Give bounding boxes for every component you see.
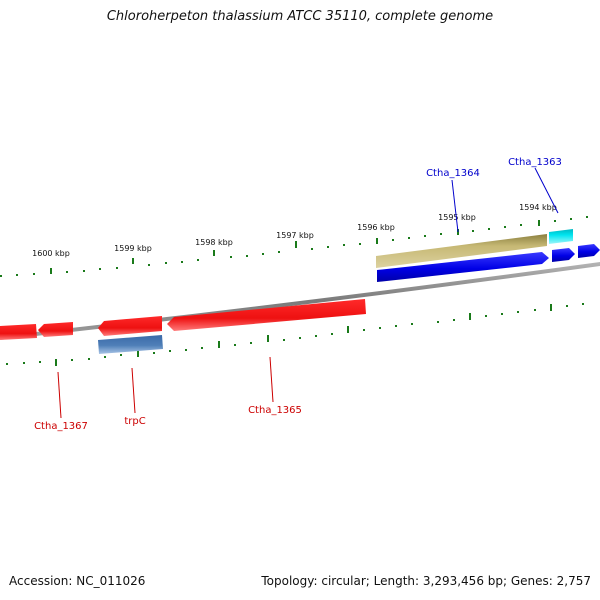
scale-label-1596: 1596 kbp: [357, 223, 395, 232]
scale-label-1595: 1595 kbp: [438, 213, 476, 222]
forward-strand-genes: [376, 229, 600, 282]
label-ctha-1367[interactable]: Ctha_1367: [34, 421, 88, 432]
inner-major-ticks: [55, 304, 552, 366]
gene-forward-blue-2[interactable]: [552, 248, 575, 262]
scale-label-1597: 1597 kbp: [276, 231, 314, 240]
inner-tick-row: [6, 303, 584, 365]
scale-label-1594: 1594 kbp: [519, 203, 557, 212]
label-leaders: [57, 167, 559, 419]
gene-ctha-1367[interactable]: [38, 322, 73, 337]
scale-label-1598: 1598 kbp: [195, 238, 233, 247]
leader-ctha-1364: [451, 179, 459, 233]
outer-tick-ruler: [0, 216, 588, 277]
accession-text: Accession: NC_011026: [9, 574, 146, 588]
leader-ctha-1363: [534, 167, 559, 214]
label-trpc[interactable]: trpC: [124, 416, 145, 427]
genome-backbone: [0, 262, 600, 340]
gene-trpc-steelblue[interactable]: [98, 335, 163, 354]
leader-ctha-1365: [269, 356, 274, 403]
gene-ctha-1364-olive[interactable]: [376, 234, 547, 268]
label-ctha-1363[interactable]: Ctha_1363: [508, 157, 562, 168]
leader-trpc: [131, 367, 136, 414]
gene-forward-blue-3[interactable]: [578, 244, 600, 258]
outer-major-ticks: [50, 220, 540, 274]
gene-labels: Ctha_1364 Ctha_1363 Ctha_1367 trpC Ctha_…: [34, 157, 562, 432]
gene-ctha-1367-left[interactable]: [0, 324, 37, 340]
inner-tick-ruler: [6, 303, 584, 366]
scale-label-1599: 1599 kbp: [114, 244, 152, 253]
leader-ctha-1367: [57, 371, 62, 419]
gene-ctha-1363-cyan[interactable]: [549, 229, 573, 244]
gene-ctha-1365[interactable]: [167, 299, 366, 331]
genome-summary-text: Topology: circular; Length: 3,293,456 bp…: [261, 574, 591, 588]
outer-tick-row: [0, 216, 588, 277]
genome-title: Chloroherpeton thalassium ATCC 35110, co…: [106, 9, 494, 24]
scale-labels: 1600 kbp 1599 kbp 1598 kbp 1597 kbp 1596…: [32, 203, 557, 258]
label-ctha-1365[interactable]: Ctha_1365: [248, 405, 302, 416]
reverse-strand-genes: [0, 299, 366, 354]
scale-label-1600: 1600 kbp: [32, 249, 70, 258]
label-ctha-1364[interactable]: Ctha_1364: [426, 168, 480, 179]
gene-forward-blue-1[interactable]: [377, 252, 549, 282]
gene-trpc-red[interactable]: [98, 316, 162, 336]
